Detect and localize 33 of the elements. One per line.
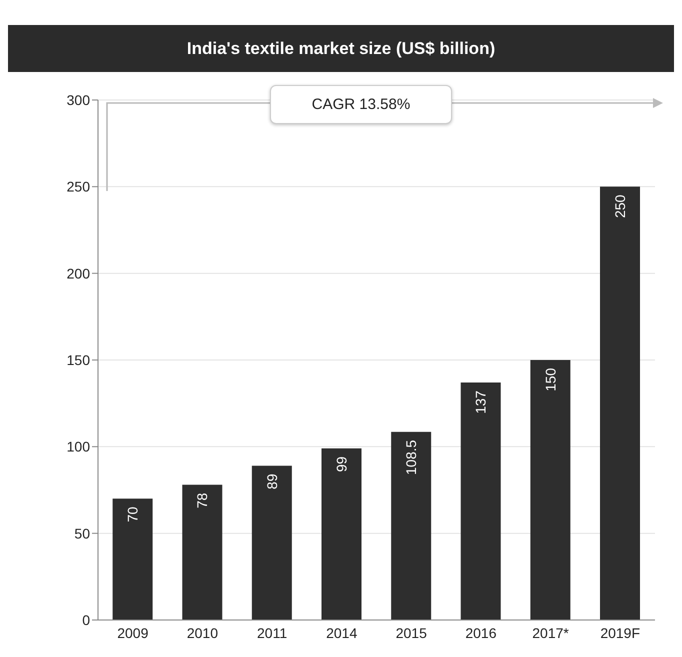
data-label: 99 — [333, 456, 350, 472]
data-label: 137 — [472, 390, 489, 414]
y-tick-label: 250 — [66, 178, 90, 195]
x-tick-label: 2015 — [396, 624, 428, 641]
bar — [321, 448, 362, 620]
x-tick-label: 2010 — [186, 624, 218, 641]
x-tick-label: 2016 — [465, 624, 497, 641]
bar — [460, 382, 501, 620]
y-tick-label: 150 — [66, 352, 90, 368]
y-tick-label: 50 — [74, 525, 90, 542]
bar — [530, 360, 570, 620]
bar — [252, 466, 292, 620]
bar — [391, 432, 432, 620]
y-tick-label: 200 — [66, 265, 90, 282]
data-label: 78 — [194, 492, 210, 508]
data-label: 150 — [542, 368, 558, 392]
bar — [182, 484, 222, 620]
data-label: 89 — [264, 474, 280, 490]
x-tick-label: 2017* — [532, 624, 570, 641]
x-tick-label: 2014 — [326, 624, 358, 641]
data-label: 70 — [124, 506, 141, 522]
y-tick-label: 0 — [82, 612, 90, 628]
y-tick-label: 300 — [66, 92, 90, 108]
data-label: 108.5 — [403, 440, 420, 475]
bar — [112, 498, 153, 620]
x-tick-label: 2009 — [117, 624, 149, 641]
chart-title: India's textile market size (US$ billion) — [8, 25, 674, 72]
callout-box: CAGR 13.58% — [270, 85, 452, 124]
bar — [600, 186, 640, 620]
x-tick-label: 2019F — [600, 624, 640, 641]
y-tick-label: 100 — [66, 438, 90, 455]
x-tick-label: 2011 — [257, 624, 288, 641]
data-label: 250 — [612, 194, 628, 218]
